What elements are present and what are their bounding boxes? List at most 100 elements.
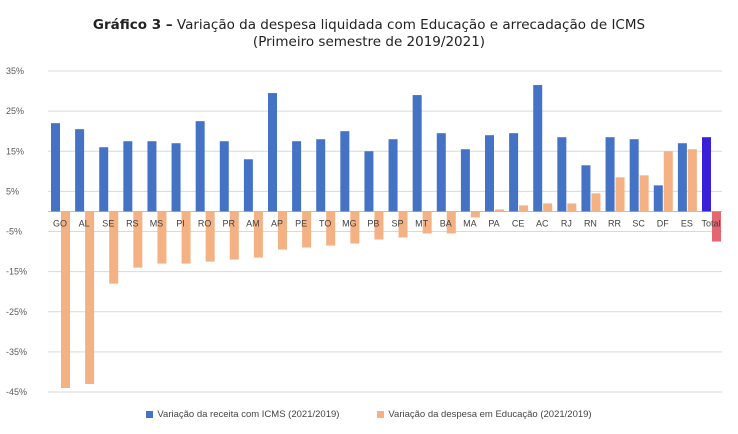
x-category-label: CE (512, 218, 525, 228)
bar-educacao-ms (157, 211, 167, 264)
x-category-label: MT (415, 218, 428, 228)
chart-legend: Variação da receita com ICMS (2021/2019)… (0, 409, 738, 420)
bar-educacao-am (253, 211, 263, 258)
bar-icms-pb (364, 151, 374, 212)
bar-icms-ap (268, 93, 277, 212)
legend-item-icms: Variação da receita com ICMS (2021/2019) (146, 409, 339, 420)
y-tick-label: -45% (6, 387, 27, 397)
x-category-label: AC (536, 218, 549, 228)
bar-educacao-ba (446, 211, 456, 234)
bar-educacao-ro (205, 211, 215, 262)
bar-icms-mg (340, 131, 350, 212)
x-category-label: SE (102, 218, 114, 228)
bar-icms-se (99, 147, 109, 212)
bar-icms-al (75, 129, 85, 212)
bar-educacao-al (85, 211, 95, 384)
bar-educacao-sc (639, 175, 649, 212)
bar-icms-ro (195, 121, 205, 212)
bar-icms-ms (147, 141, 157, 212)
bar-educacao-rr (615, 177, 625, 212)
chart-title-block: Gráfico 3 – Variação da despesa liquidad… (0, 17, 738, 51)
bar-icms-pe (292, 141, 302, 212)
bar-educacao-ma (470, 211, 480, 218)
y-tick-label: -25% (6, 307, 27, 317)
legend-swatch-icms (146, 411, 154, 418)
bar-educacao-df (663, 151, 673, 212)
x-category-label: RO (198, 218, 212, 228)
bar-icms-pa (485, 135, 494, 212)
y-tick-label: -15% (6, 267, 27, 277)
x-category-label: Total (701, 218, 720, 228)
y-tick-label: 35% (6, 66, 24, 76)
bar-educacao-pr (229, 211, 239, 260)
x-category-label: MG (342, 218, 357, 228)
chart-title: Gráfico 3 – Variação da despesa liquidad… (0, 17, 738, 34)
x-category-label: AL (79, 218, 90, 228)
x-category-label: MS (150, 218, 164, 228)
x-category-label: ES (681, 218, 693, 228)
y-tick-label: 15% (6, 146, 24, 156)
bar-educacao-ap (278, 211, 287, 250)
bar-educacao-pa (495, 209, 504, 212)
bar-educacao-pi (181, 211, 191, 264)
bar-icms-rr (605, 137, 615, 212)
bar-icms-rn (581, 165, 591, 212)
bar-educacao-to (326, 211, 336, 246)
bar-icms-sp (388, 139, 398, 212)
x-category-label: GO (53, 218, 67, 228)
legend-swatch-educacao (377, 411, 385, 418)
bar-icms-pi (171, 143, 181, 212)
bar-educacao-rj (567, 203, 577, 212)
bar-icms-am (243, 159, 253, 212)
bar-icms-pr (219, 141, 229, 212)
bar-icms-ba (436, 133, 446, 212)
bar-icms-ce (509, 133, 519, 212)
bar-educacao-sp (398, 211, 408, 238)
bar-educacao-rn (591, 193, 601, 212)
x-category-label: AP (271, 218, 283, 228)
bar-icms-rs (123, 141, 133, 212)
y-tick-label: 5% (6, 186, 19, 196)
x-category-label: TO (319, 218, 331, 228)
x-category-label: RJ (561, 218, 572, 228)
x-category-label: SC (632, 218, 645, 228)
x-category-label: RR (608, 218, 621, 228)
x-category-label: RN (584, 218, 597, 228)
bar-educacao-pe (302, 211, 312, 248)
legend-label-icms: Variação da receita com ICMS (2021/2019) (157, 409, 340, 420)
bar-icms-mt (412, 95, 422, 212)
x-category-label: MA (463, 218, 477, 228)
x-category-label: PE (295, 218, 307, 228)
bar-icms-ac (533, 85, 543, 212)
bar-educacao-es (687, 149, 697, 212)
bar-educacao-go (61, 211, 70, 388)
x-category-label: PB (367, 218, 379, 228)
chart-title-prefix: Gráfico 3 – (92, 17, 173, 33)
y-tick-label: -5% (6, 227, 22, 237)
bar-educacao-mg (350, 211, 360, 244)
x-category-label: BA (440, 218, 452, 228)
legend-label-educacao: Variação da despesa em Educação (2021/20… (388, 409, 592, 420)
x-category-label: SP (392, 218, 404, 228)
legend-item-educacao: Variação da despesa em Educação (2021/20… (377, 409, 592, 420)
bar-icms-go (51, 123, 60, 212)
bar-educacao-mt (422, 211, 432, 234)
bar-educacao-ce (519, 205, 529, 212)
bar-educacao-pb (374, 211, 384, 240)
bar-icms-total (702, 137, 711, 212)
bar-icms-ma (460, 149, 470, 212)
bar-icms-es (677, 143, 687, 212)
x-category-label: PI (176, 218, 185, 228)
bar-icms-df (653, 185, 663, 212)
bar-educacao-total (712, 211, 721, 242)
x-category-label: DF (657, 218, 669, 228)
chart-title-text: Variação da despesa liquidada com Educaç… (176, 17, 646, 33)
x-category-label: PA (488, 218, 499, 228)
x-category-label: PR (223, 218, 236, 228)
chart-subtitle: (Primeiro semestre de 2019/2021) (252, 34, 486, 50)
x-category-label: AM (246, 218, 260, 228)
bar-icms-to (316, 139, 326, 212)
bar-icms-sc (629, 139, 639, 212)
y-tick-label: 25% (6, 106, 24, 116)
